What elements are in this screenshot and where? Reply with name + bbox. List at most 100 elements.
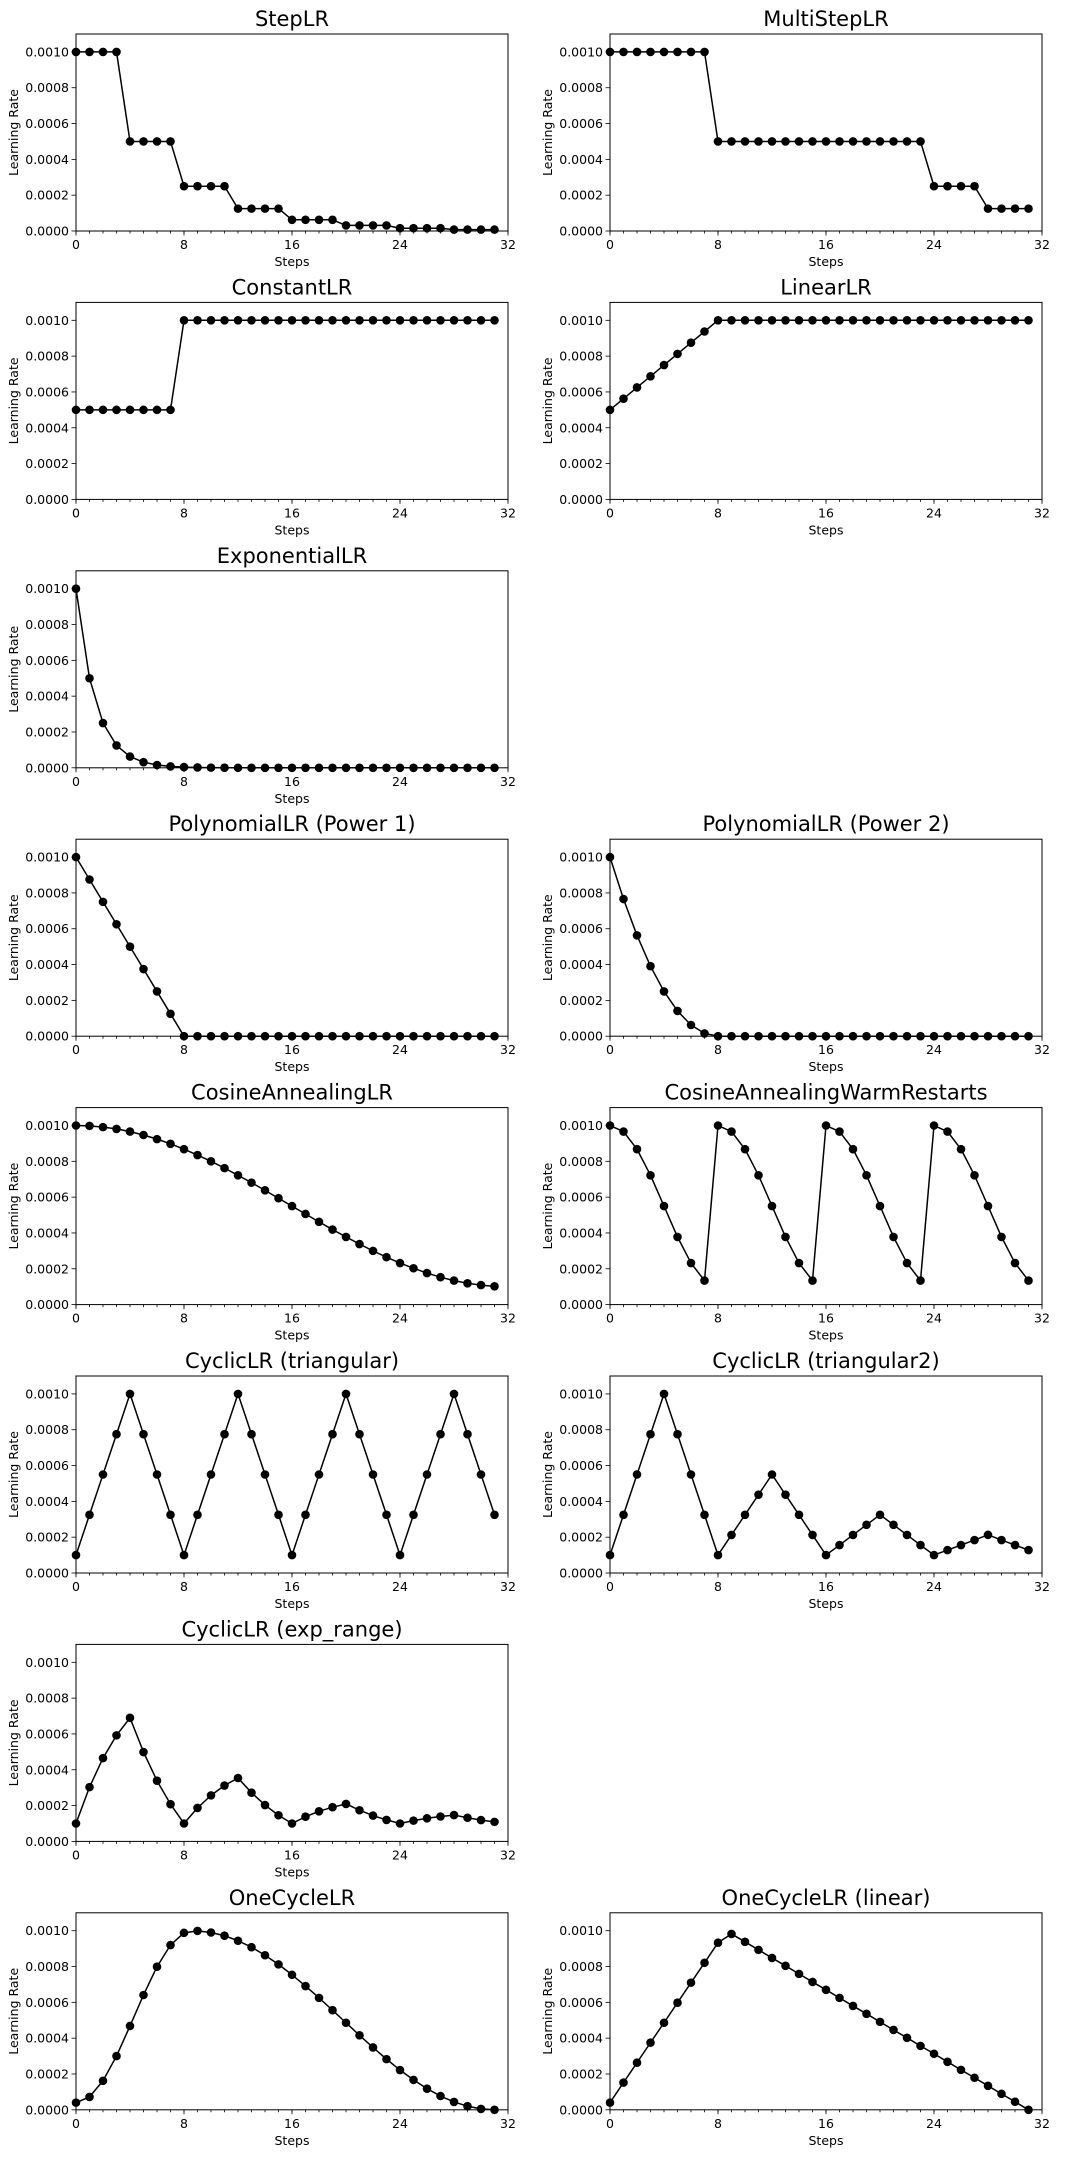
chart-panel: CyclicLR (triangular2) 0 8 16 24 32 0.0000 0.00… bbox=[540, 1349, 1050, 1611]
data-point bbox=[875, 1201, 885, 1211]
data-point bbox=[449, 1810, 459, 1820]
y-axis-label: Learning Rate bbox=[6, 89, 21, 176]
data-point bbox=[997, 1535, 1006, 1545]
data-point bbox=[862, 316, 871, 325]
y-tick-label: 0.0002 bbox=[25, 1261, 69, 1276]
data-point bbox=[673, 1006, 682, 1016]
axes-frame bbox=[75, 1107, 509, 1306]
data-point bbox=[395, 2065, 405, 2075]
data-point bbox=[821, 316, 831, 325]
y-tick-label: 0.0006 bbox=[25, 1190, 69, 1205]
data-point bbox=[193, 1926, 202, 1936]
axes-frame bbox=[75, 838, 509, 1037]
data-point bbox=[727, 316, 736, 325]
y-tick-label: 0.0000 bbox=[25, 1566, 69, 1581]
series-line bbox=[75, 856, 495, 1037]
data-point bbox=[139, 1747, 148, 1757]
data-point bbox=[220, 1163, 229, 1173]
y-axis-label: Learning Rate bbox=[540, 1162, 555, 1249]
data-point bbox=[673, 1232, 682, 1242]
data-point bbox=[193, 1150, 202, 1160]
y-tick-label: 0.0006 bbox=[25, 1726, 69, 1741]
y-axis-label: Learning Rate bbox=[540, 894, 555, 981]
x-tick-label: 32 bbox=[1034, 1311, 1050, 1326]
y-tick-label: 0.0000 bbox=[559, 1566, 603, 1581]
data-point bbox=[314, 1993, 324, 2003]
data-point bbox=[943, 1127, 952, 1136]
data-point bbox=[659, 1389, 669, 1399]
x-axis-label: Steps bbox=[275, 2133, 310, 2148]
data-point bbox=[916, 1540, 925, 1550]
x-tick-label: 16 bbox=[818, 237, 834, 252]
data-point bbox=[85, 2092, 94, 2102]
chart-panel: OneCycleLR 0 8 16 24 32 0.0000 0.0002 0.0004 0.00… bbox=[6, 1886, 516, 2148]
x-tick-label: 8 bbox=[180, 1042, 188, 1057]
x-tick-label: 16 bbox=[284, 1579, 300, 1594]
data-point bbox=[287, 1550, 297, 1560]
data-point bbox=[247, 316, 256, 325]
data-point bbox=[970, 316, 979, 325]
data-point bbox=[125, 942, 135, 951]
data-point bbox=[247, 1178, 256, 1187]
chart-panel: CyclicLR (exp_range) 0 8 16 24 32 0.0000 0.0002… bbox=[6, 1617, 516, 1879]
y-tick-label: 0.0008 bbox=[559, 1959, 603, 1974]
data-point bbox=[233, 1170, 243, 1180]
data-point bbox=[436, 223, 445, 233]
data-point bbox=[98, 1122, 108, 1132]
x-tick-label: 0 bbox=[606, 2116, 614, 2131]
axes-frame bbox=[609, 1912, 1043, 2111]
y-axis-label: Learning Rate bbox=[540, 89, 555, 176]
y-tick-label: 0.0002 bbox=[559, 1261, 603, 1276]
y-tick-label: 0.0004 bbox=[559, 1225, 603, 1240]
data-point bbox=[727, 1530, 736, 1540]
y-tick-label: 0.0006 bbox=[559, 384, 603, 399]
data-point bbox=[808, 316, 817, 325]
data-point bbox=[686, 1470, 696, 1479]
data-point bbox=[85, 1510, 94, 1520]
data-point bbox=[808, 137, 817, 146]
data-point bbox=[301, 316, 310, 325]
y-tick-label: 0.0008 bbox=[559, 1154, 603, 1169]
x-tick-label: 0 bbox=[72, 2116, 80, 2131]
data-point bbox=[301, 1812, 310, 1821]
data-point bbox=[314, 1470, 324, 1479]
data-point bbox=[754, 1170, 763, 1180]
data-point bbox=[152, 405, 162, 415]
data-point bbox=[875, 137, 885, 146]
data-point bbox=[646, 2038, 655, 2047]
data-point bbox=[436, 2091, 445, 2101]
x-tick-label: 24 bbox=[926, 2116, 942, 2131]
data-point bbox=[889, 2025, 898, 2035]
data-point bbox=[619, 1510, 628, 1520]
data-point bbox=[139, 757, 148, 767]
x-tick-label: 0 bbox=[606, 1311, 614, 1326]
x-tick-label: 24 bbox=[392, 1579, 408, 1594]
x-tick-label: 8 bbox=[714, 1042, 722, 1057]
data-point bbox=[395, 1258, 405, 1268]
data-point bbox=[98, 1753, 108, 1763]
data-point bbox=[686, 338, 696, 347]
data-point bbox=[929, 1550, 939, 1560]
data-point bbox=[314, 215, 324, 225]
data-point bbox=[848, 1144, 858, 1154]
axes-frame bbox=[75, 570, 509, 769]
y-tick-label: 0.0008 bbox=[25, 80, 69, 95]
y-tick-label: 0.0000 bbox=[25, 224, 69, 239]
data-point bbox=[619, 394, 628, 403]
x-axis-label: Steps bbox=[275, 1059, 310, 1074]
y-tick-label: 0.0004 bbox=[25, 689, 69, 704]
x-tick-label: 24 bbox=[392, 237, 408, 252]
y-tick-label: 0.0006 bbox=[25, 1458, 69, 1473]
data-point bbox=[220, 181, 229, 191]
x-tick-label: 16 bbox=[818, 1311, 834, 1326]
x-tick-label: 24 bbox=[926, 237, 942, 252]
y-tick-label: 0.0002 bbox=[25, 1798, 69, 1813]
x-tick-label: 24 bbox=[392, 1042, 408, 1057]
data-point bbox=[673, 1429, 682, 1439]
x-tick-label: 24 bbox=[392, 774, 408, 789]
y-tick-label: 0.0010 bbox=[25, 313, 69, 328]
chart-title: StepLR bbox=[255, 7, 329, 31]
data-point bbox=[686, 1978, 696, 1987]
data-point bbox=[476, 1280, 486, 1290]
data-point bbox=[301, 1510, 310, 1520]
